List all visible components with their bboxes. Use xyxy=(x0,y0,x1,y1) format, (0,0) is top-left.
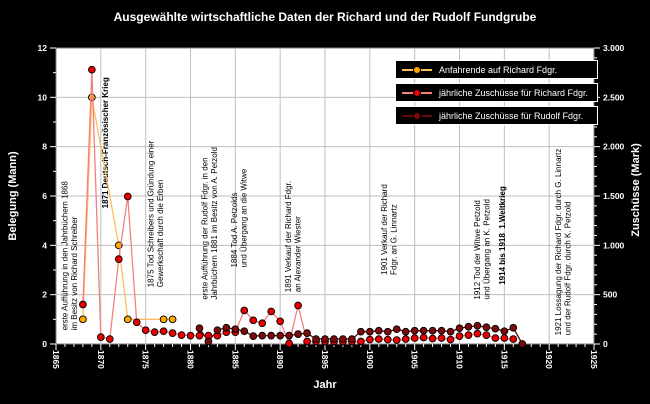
svg-text:1885: 1885 xyxy=(230,350,240,369)
svg-text:1870: 1870 xyxy=(96,350,106,369)
red-series-marker-icon xyxy=(402,88,432,98)
svg-text:erste Aufführung der Rudolf Fd: erste Aufführung der Rudolf Fdgr. in den xyxy=(201,157,210,299)
svg-text:1875 Tod Schreibers und Gründu: 1875 Tod Schreibers und Gründung einer xyxy=(147,140,156,287)
svg-text:1925: 1925 xyxy=(589,350,599,369)
svg-text:1890: 1890 xyxy=(275,350,285,369)
svg-text:1915: 1915 xyxy=(499,350,509,369)
svg-text:Fdgr. an G. Linnartz: Fdgr. an G. Linnartz xyxy=(389,204,398,275)
svg-text:2.000: 2.000 xyxy=(603,142,625,152)
svg-text:500: 500 xyxy=(603,290,617,300)
svg-text:an Alexander Wiester: an Alexander Wiester xyxy=(293,216,302,292)
legend-item-label: Anfahrende auf Richard Fdgr. xyxy=(439,64,558,75)
legend-item-anfahrende-richard: Anfahrende auf Richard Fdgr. xyxy=(395,60,598,79)
axis-ticks-and-labels: 1865 1870 1875 1880 1885 1890 1895 1900 1905 1910… xyxy=(38,43,625,369)
y-axis-left-title: Belegung (Mann) xyxy=(7,151,19,241)
svg-text:1.000: 1.000 xyxy=(603,240,625,250)
svg-text:12: 12 xyxy=(38,43,48,53)
svg-text:1921 Lossagung der Richard Fdg: 1921 Lossagung der Richard Fdgr. durch G… xyxy=(554,149,563,336)
svg-text:Gewerkschaft durch die Erben: Gewerkschaft durch die Erben xyxy=(156,180,165,288)
svg-text:8: 8 xyxy=(42,142,47,152)
legend: Anfahrende auf Richard Fdgr. jährliche Z… xyxy=(395,60,600,129)
svg-text:2: 2 xyxy=(42,290,47,300)
svg-text:1891 Verkauf der Richard Fdgr.: 1891 Verkauf der Richard Fdgr. xyxy=(284,181,293,292)
svg-text:0: 0 xyxy=(603,339,608,349)
svg-text:3.000: 3.000 xyxy=(603,43,625,53)
legend-item-label: jährliche Zuschüsse für Richard Fdgr. xyxy=(439,87,589,98)
svg-text:1.500: 1.500 xyxy=(603,191,625,201)
series-1 xyxy=(79,65,518,348)
svg-text:10: 10 xyxy=(38,92,48,102)
series-2 xyxy=(195,321,527,348)
svg-text:1880: 1880 xyxy=(186,350,196,369)
svg-text:und Übergang an die Witwe: und Übergang an die Witwe xyxy=(240,168,249,267)
svg-text:1884 Tod A. Petzolds: 1884 Tod A. Petzolds xyxy=(230,193,239,268)
svg-text:2.500: 2.500 xyxy=(603,92,625,102)
svg-text:1905: 1905 xyxy=(410,350,420,369)
svg-text:erste Aufführung in den Jahrbü: erste Aufführung in den Jahrbüchern 1868 xyxy=(61,181,70,331)
svg-text:und Übergang an K. Petzold: und Übergang an K. Petzold xyxy=(483,199,492,300)
y-axis-right-title: Zuschüsse (Mark) xyxy=(630,143,642,237)
chart-title: Ausgewählte wirtschaftliche Daten der Ri… xyxy=(113,10,537,24)
legend-item-zuschuesse-rudolf: jährliche Zuschüsse für Rudolf Fdgr. xyxy=(395,106,598,125)
svg-text:1875: 1875 xyxy=(141,350,151,369)
svg-text:1920: 1920 xyxy=(544,350,554,369)
svg-text:1914 bis 1918 1.Weltkrieg: 1914 bis 1918 1.Weltkrieg xyxy=(498,186,507,285)
svg-text:4: 4 xyxy=(42,240,47,250)
svg-text:und der Rudolf Fdgr. durch K.: und der Rudolf Fdgr. durch K. Petzold xyxy=(563,202,572,336)
legend-item-zuschuesse-richard: jährliche Zuschüsse für Richard Fdgr. xyxy=(395,83,598,102)
svg-text:1900: 1900 xyxy=(365,350,375,369)
svg-text:1871 Deutsch-Französischer Kri: 1871 Deutsch-Französischer Krieg xyxy=(101,77,110,208)
svg-text:1901 Verkauf der Richard: 1901 Verkauf der Richard xyxy=(380,184,389,275)
x-axis-title: Jahr xyxy=(313,379,337,391)
svg-text:0: 0 xyxy=(42,339,47,349)
darkred-series-marker-icon xyxy=(402,111,432,121)
svg-text:1912 Tod der Witwe Petzold: 1912 Tod der Witwe Petzold xyxy=(473,200,482,299)
svg-text:1895: 1895 xyxy=(320,350,330,369)
svg-text:6: 6 xyxy=(42,191,47,201)
svg-text:1910: 1910 xyxy=(455,350,465,369)
legend-item-label: jährliche Zuschüsse für Rudolf Fdgr. xyxy=(439,110,584,121)
annotations: erste Aufführung in den Jahrbüchern 1868… xyxy=(61,77,573,335)
orange-series-marker-icon xyxy=(402,65,432,75)
svg-text:im Besitz von Richard Schreibe: im Besitz von Richard Schreiber xyxy=(70,216,79,330)
svg-text:1865: 1865 xyxy=(51,350,61,369)
svg-text:Jahrbüchern 1881 im Besitz von: Jahrbüchern 1881 im Besitz von A. Petzol… xyxy=(210,147,219,300)
